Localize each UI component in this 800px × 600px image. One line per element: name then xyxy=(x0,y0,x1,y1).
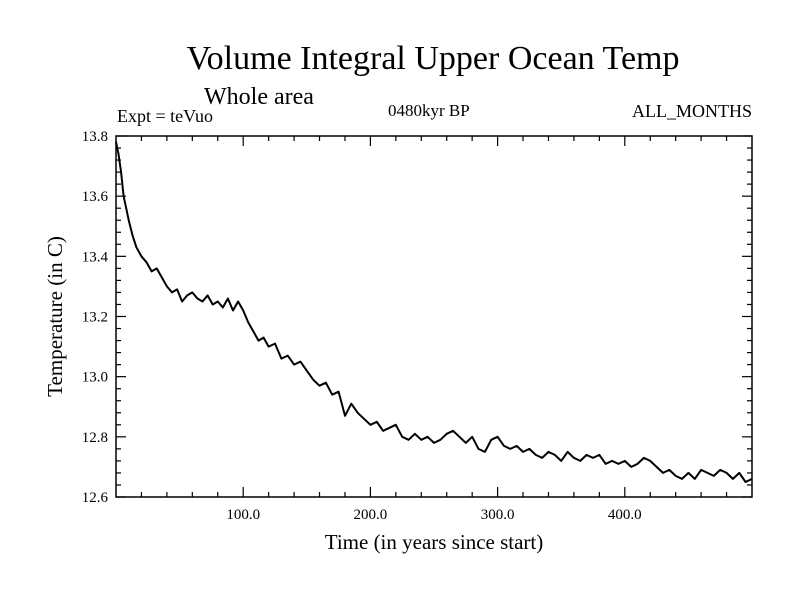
chart-subtitle: Whole area xyxy=(204,84,314,110)
y-tick-label: 13.4 xyxy=(82,249,109,265)
x-tick-label: 100.0 xyxy=(226,507,260,523)
experiment-label: Expt = teVuo xyxy=(117,106,214,126)
x-tick-label: 200.0 xyxy=(354,507,388,523)
chart-title: Volume Integral Upper Ocean Temp xyxy=(186,40,680,77)
y-tick-label: 13.6 xyxy=(82,189,109,205)
plot-frame xyxy=(115,135,753,498)
y-axis-label: Temperature (in C) xyxy=(43,236,67,397)
temperature-series-line xyxy=(115,141,753,483)
period-label: 0480kyr BP xyxy=(388,101,470,120)
y-tick-label: 13.0 xyxy=(82,370,108,386)
tick-labels: 100.0 200.0 300.0 400.0 12.6 12.8 13.0 13.2 13.4… xyxy=(82,129,642,523)
x-axis-label: Time (in years since start) xyxy=(325,530,544,554)
y-tick-label: 12.8 xyxy=(82,430,108,446)
y-tick-label: 13.2 xyxy=(82,310,108,326)
y-tick-label: 12.6 xyxy=(82,490,109,506)
x-tick-label: 300.0 xyxy=(481,507,515,523)
y-tick-label: 13.8 xyxy=(82,129,108,145)
months-label: ALL_MONTHS xyxy=(632,101,752,121)
x-tick-label: 400.0 xyxy=(608,507,642,523)
